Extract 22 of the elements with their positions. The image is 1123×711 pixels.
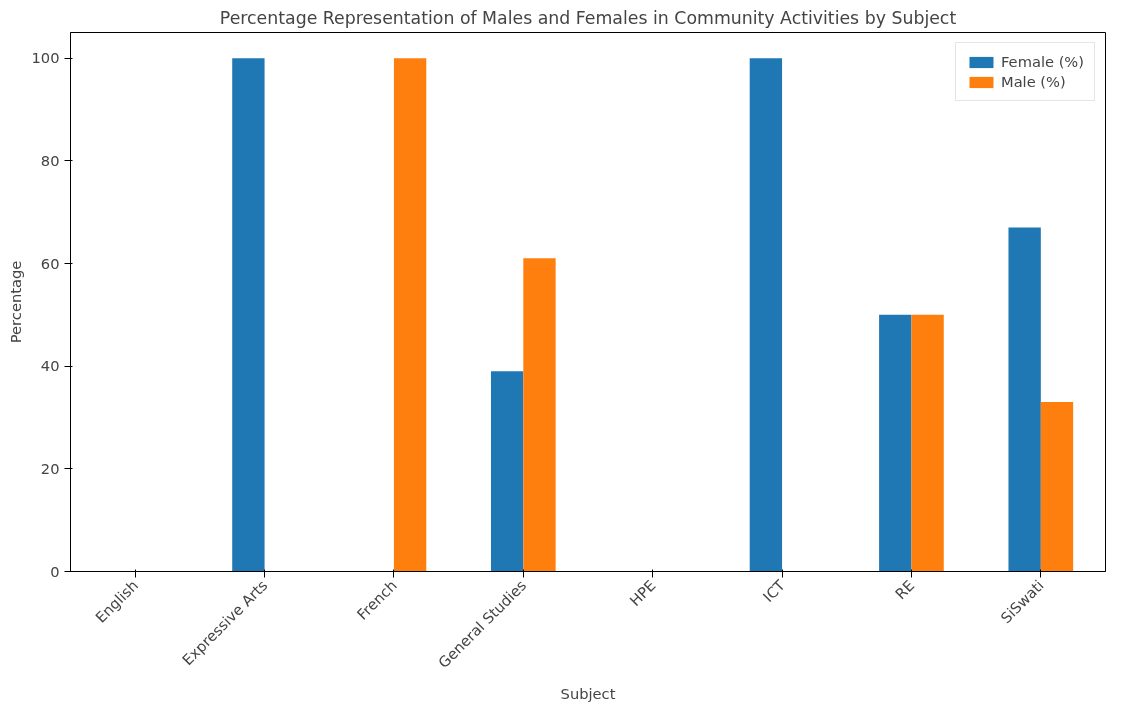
x-tick-label: ICT	[759, 576, 789, 606]
bar	[393, 58, 427, 572]
bar	[523, 258, 556, 572]
bar	[232, 58, 265, 572]
y-tick-label: 60	[40, 254, 60, 272]
y-tick-label: 40	[40, 357, 60, 375]
y-axis-title: Percentage	[6, 260, 24, 344]
bar	[1008, 227, 1041, 572]
x-tick-label: RE	[891, 576, 918, 603]
bar	[749, 58, 783, 572]
legend-label: Male (%)	[1000, 73, 1066, 90]
y-tick-label: 20	[40, 459, 60, 477]
x-axis-title: Subject	[560, 685, 616, 703]
y-tick-label: 80	[40, 151, 60, 169]
y-tick-label: 100	[31, 49, 60, 67]
bar	[1040, 402, 1074, 572]
bar	[879, 314, 912, 572]
bar	[490, 371, 524, 572]
legend-label: Female (%)	[1000, 53, 1084, 70]
chart-title: Percentage Representation of Males and Females in Community Activities by Subject	[219, 7, 957, 28]
y-tick-label: 0	[50, 562, 60, 580]
bar	[911, 314, 944, 572]
